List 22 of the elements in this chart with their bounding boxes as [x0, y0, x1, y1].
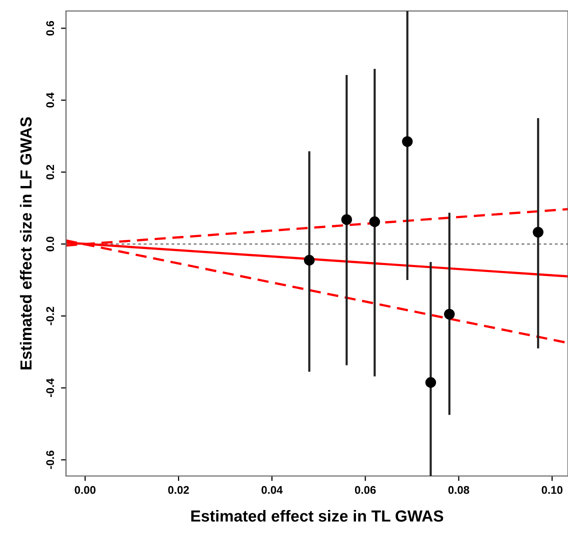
y-tick-label: -0.2 — [46, 306, 54, 326]
point — [304, 254, 315, 266]
x-tick-label: 0.02 — [168, 486, 189, 494]
x-tick-label: 0.06 — [354, 486, 376, 494]
y-tick-label: -0.4 — [46, 378, 54, 398]
point — [402, 136, 413, 147]
x-axis-title: Estimated effect size in TL GWAS — [191, 510, 444, 522]
y-tick-label: 0.0 — [46, 236, 54, 252]
point — [425, 377, 436, 388]
y-axis-title: Estimated effect size in LF GWAS — [20, 117, 32, 370]
y-tick-label: 0.4 — [46, 92, 54, 108]
point — [369, 216, 380, 228]
x-tick-label: 0.08 — [448, 486, 470, 494]
point — [341, 214, 352, 225]
y-tick-label: 0.2 — [46, 164, 54, 180]
x-tick-label: 0.10 — [542, 486, 562, 494]
point — [444, 308, 455, 320]
point — [532, 226, 544, 238]
x-tick-label: 0.00 — [74, 486, 96, 494]
y-tick-label: -0.6 — [46, 450, 54, 469]
y-tick-label: 0.6 — [46, 20, 54, 36]
x-tick-label: 0.04 — [262, 486, 283, 494]
